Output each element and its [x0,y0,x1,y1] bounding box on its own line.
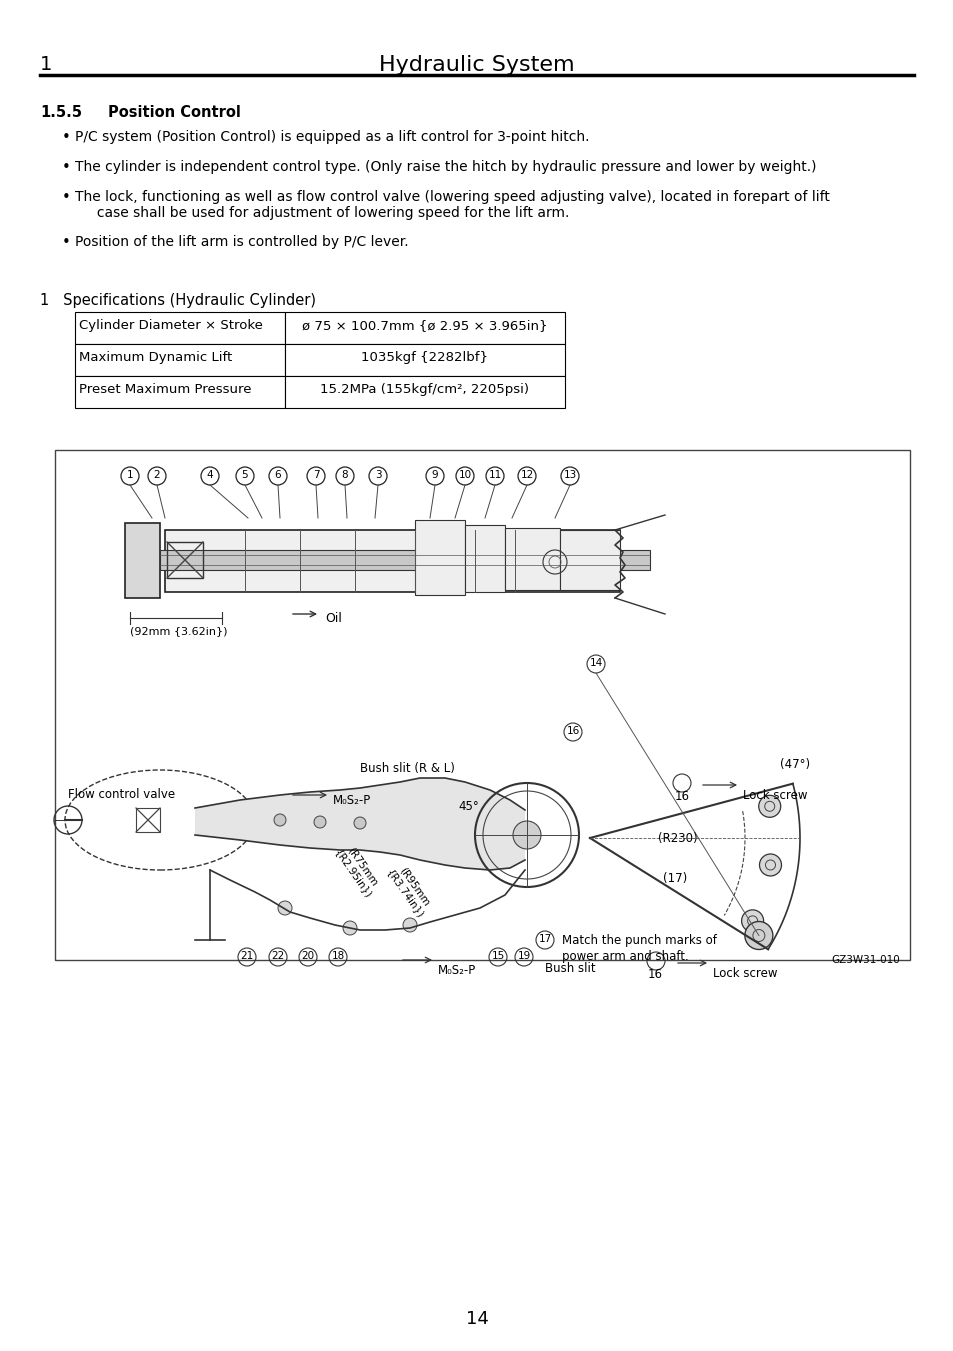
Text: •: • [62,190,71,205]
Polygon shape [194,778,524,870]
Text: 10: 10 [458,470,471,480]
Text: 18: 18 [331,951,344,961]
Text: Position of the lift arm is controlled by P/C lever.: Position of the lift arm is controlled b… [75,235,408,249]
Bar [165,530,619,592]
Bar [125,523,160,598]
Circle shape [343,921,356,935]
Text: 16: 16 [675,790,689,802]
Text: 1035kgf {2282lbf}: 1035kgf {2282lbf} [361,351,488,363]
Text: 20: 20 [301,951,314,961]
Bar [55,450,909,961]
Text: •: • [62,235,71,250]
Bar [559,530,619,590]
Circle shape [513,821,540,848]
Text: (R95mm
{R3.74in}): (R95mm {R3.74in}) [384,861,435,920]
Circle shape [758,796,780,817]
Text: 14: 14 [589,658,602,667]
Text: The lock, functioning as well as flow control valve (lowering speed adjusting va: The lock, functioning as well as flow co… [75,190,829,204]
Text: GZ3W31-010: GZ3W31-010 [830,955,899,965]
Bar [464,526,504,592]
Text: (92mm {3.62in}): (92mm {3.62in}) [130,626,227,636]
Text: 17: 17 [537,934,551,944]
Circle shape [314,816,326,828]
Text: 19: 19 [517,951,530,961]
Bar [75,345,285,376]
Text: 4: 4 [207,470,213,480]
Text: 1: 1 [40,55,52,74]
Text: 21: 21 [240,951,253,961]
Text: 15: 15 [491,951,504,961]
Text: Position Control: Position Control [108,105,240,120]
Text: The cylinder is independent control type. (Only raise the hitch by hydraulic pre: The cylinder is independent control type… [75,159,816,174]
Bar [136,808,160,832]
Bar [75,376,285,408]
Text: 6: 6 [274,470,281,480]
Text: 14: 14 [465,1310,488,1328]
Text: •: • [62,130,71,145]
Text: Lock screw: Lock screw [742,789,806,802]
Circle shape [354,817,366,830]
Text: Preset Maximum Pressure: Preset Maximum Pressure [79,382,252,396]
Text: 1: 1 [127,470,133,480]
Text: (R75mm
{R2.95in}): (R75mm {R2.95in}) [333,840,383,900]
Text: Oil: Oil [325,612,341,626]
Text: M₀S₂-P: M₀S₂-P [333,793,371,807]
Text: 13: 13 [563,470,576,480]
Text: Lock screw: Lock screw [712,967,777,979]
Text: (R230): (R230) [658,832,697,844]
Text: ø 75 × 100.7mm {ø 2.95 × 3.965in}: ø 75 × 100.7mm {ø 2.95 × 3.965in} [302,319,547,332]
Text: Hydraulic System: Hydraulic System [378,55,575,76]
Text: (17): (17) [662,871,686,885]
Bar [285,345,564,376]
Text: (47°): (47°) [780,758,809,771]
Bar [160,550,649,570]
Text: 8: 8 [341,470,348,480]
Text: Maximum Dynamic Lift: Maximum Dynamic Lift [79,351,232,363]
Text: 12: 12 [519,470,533,480]
Bar [75,312,285,345]
Bar [285,312,564,345]
Text: 45°: 45° [457,800,478,813]
Circle shape [759,854,781,875]
Text: 11: 11 [488,470,501,480]
Text: case shall be used for adjustment of lowering speed for the lift arm.: case shall be used for adjustment of low… [75,205,569,220]
Circle shape [402,917,416,932]
Text: •: • [62,159,71,176]
Text: power arm and shaft.: power arm and shaft. [561,950,688,963]
Text: 7: 7 [313,470,319,480]
Bar [167,542,203,578]
Text: 9: 9 [432,470,437,480]
Text: 1.5.5: 1.5.5 [40,105,82,120]
Text: 22: 22 [271,951,284,961]
Text: 3: 3 [375,470,381,480]
Text: P/C system (Position Control) is equipped as a lift control for 3-point hitch.: P/C system (Position Control) is equippe… [75,130,589,145]
Circle shape [274,815,286,825]
Text: 16: 16 [566,725,579,736]
Text: Flow control valve: Flow control valve [68,788,175,801]
Circle shape [744,921,772,950]
Text: Bush slit (R & L): Bush slit (R & L) [359,762,455,775]
Text: 5: 5 [241,470,248,480]
Text: Cylinder Diameter × Stroke: Cylinder Diameter × Stroke [79,319,263,332]
Circle shape [277,901,292,915]
Bar [415,520,464,594]
Bar [504,528,559,590]
Text: Bush slit: Bush slit [544,962,595,975]
Text: 2: 2 [153,470,160,480]
Text: 16: 16 [647,969,662,981]
Text: 1   Specifications (Hydraulic Cylinder): 1 Specifications (Hydraulic Cylinder) [40,293,315,308]
Text: 15.2MPa (155kgf/cm², 2205psi): 15.2MPa (155kgf/cm², 2205psi) [320,382,529,396]
Text: Match the punch marks of: Match the punch marks of [561,934,716,947]
Bar [285,376,564,408]
Circle shape [740,909,762,932]
Text: M₀S₂-P: M₀S₂-P [437,965,476,977]
